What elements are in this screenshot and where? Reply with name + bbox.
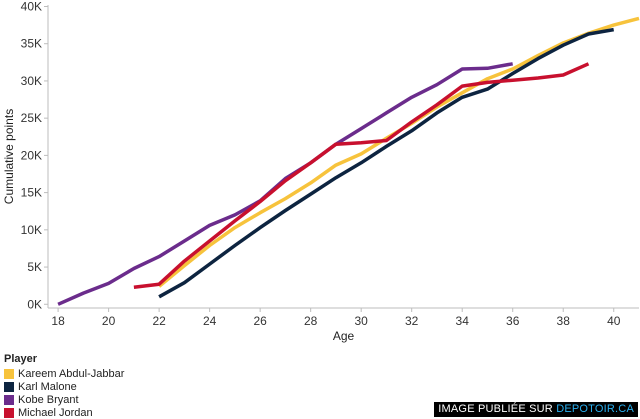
- x-tick-label: 36: [506, 314, 520, 328]
- y-tick-label: 35K: [21, 37, 42, 51]
- legend-label: Michael Jordan: [18, 406, 93, 419]
- y-tick-label: 15K: [21, 186, 42, 200]
- series-line-michael-jordan: [133, 62, 590, 289]
- y-tick-label: 5K: [27, 260, 42, 274]
- legend-item-jordan[interactable]: Michael Jordan: [4, 406, 124, 419]
- y-tick-label: 30K: [21, 74, 42, 88]
- series-line-kobe-bryant: [57, 62, 514, 306]
- watermark-banner: IMAGE PUBLIÉE SUR DEPOTOIR.CA: [434, 402, 638, 417]
- legend-label: Karl Malone: [18, 380, 77, 393]
- y-tick-label: 20K: [21, 148, 42, 162]
- legend-item-kareem[interactable]: Kareem Abdul-Jabbar: [4, 367, 124, 380]
- legend-swatch: [4, 394, 14, 405]
- y-tick-label: 10K: [21, 223, 42, 237]
- legend-label: Kareem Abdul-Jabbar: [18, 367, 125, 380]
- y-tick-label: 25K: [21, 111, 42, 125]
- legend-swatch: [4, 407, 14, 418]
- y-tick-label: 0K: [27, 297, 42, 311]
- legend-swatch: [4, 368, 14, 379]
- series-line-karl-malone: [158, 27, 615, 299]
- watermark-prefix: IMAGE PUBLIÉE SUR: [438, 403, 557, 415]
- x-axis-title: Age: [333, 329, 355, 343]
- x-tick-label: 30: [354, 314, 368, 328]
- x-tick-label: 26: [253, 314, 267, 328]
- watermark-site: DEPOTOIR.CA: [556, 403, 634, 415]
- x-tick-label: 18: [51, 314, 65, 328]
- x-tick-label: 32: [405, 314, 419, 328]
- x-tick-label: 34: [456, 314, 470, 328]
- legend-swatch: [4, 381, 14, 392]
- legend-title: Player: [4, 353, 38, 365]
- legend-item-kobe[interactable]: Kobe Bryant: [4, 393, 124, 406]
- x-tick-label: 22: [152, 314, 166, 328]
- x-tick-label: 20: [102, 314, 116, 328]
- legend: Player Kareem Abdul-Jabbar Karl Malone K…: [4, 353, 124, 419]
- legend-item-malone[interactable]: Karl Malone: [4, 380, 124, 393]
- x-tick-label: 24: [203, 314, 217, 328]
- legend-label: Kobe Bryant: [18, 393, 79, 406]
- y-tick-label: 40K: [21, 0, 42, 13]
- x-tick-label: 28: [304, 314, 318, 328]
- y-axis-title: Cumulative points: [2, 109, 16, 204]
- x-tick-label: 40: [607, 314, 621, 328]
- x-tick-label: 38: [557, 314, 571, 328]
